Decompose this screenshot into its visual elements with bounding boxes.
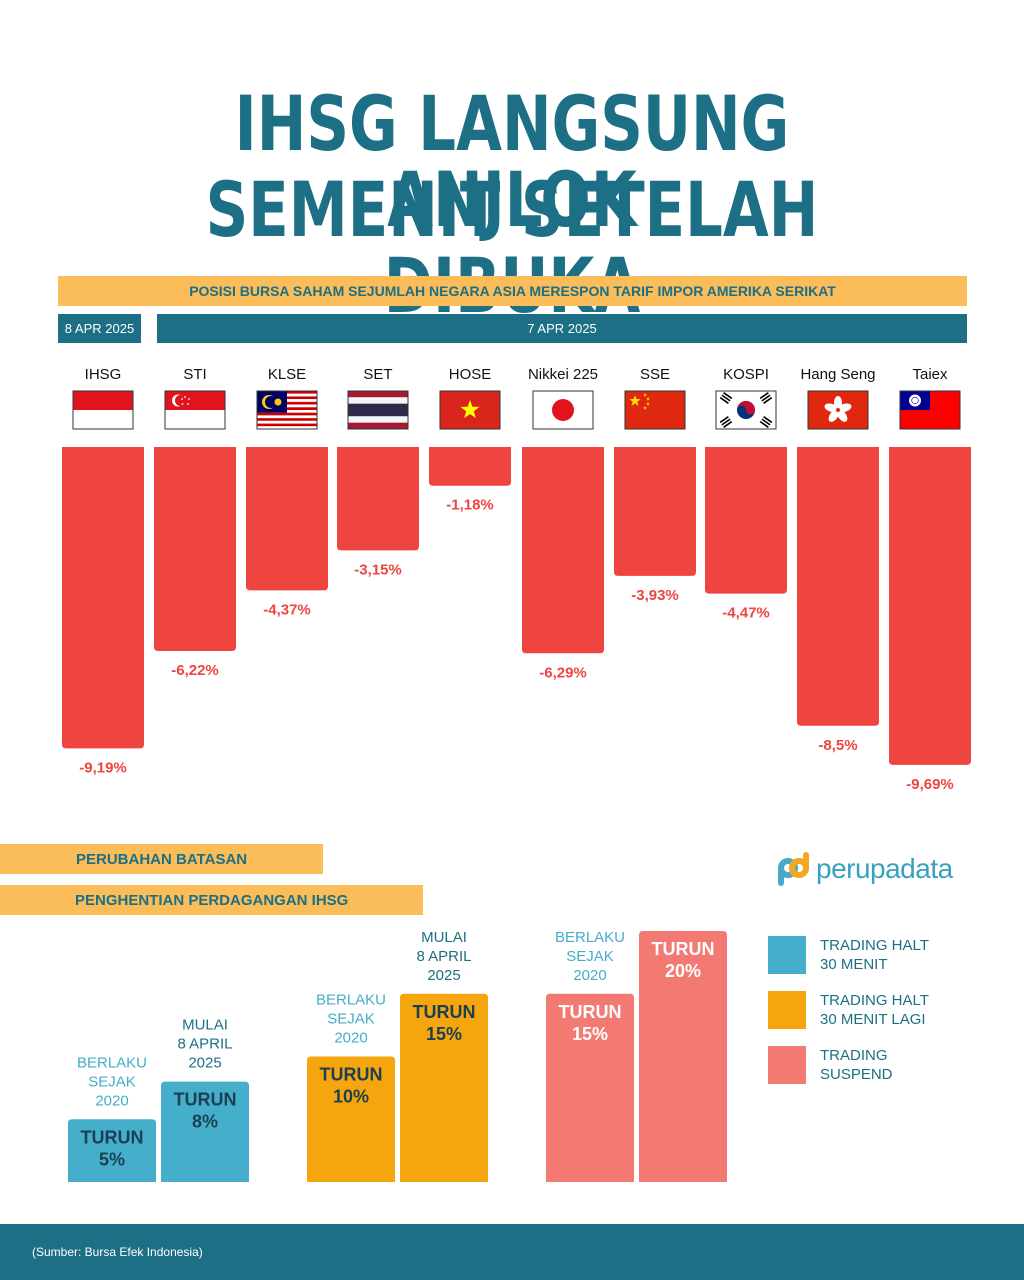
halt-bar-caption-2-2: 2020: [334, 1030, 367, 1047]
china-flag: [624, 390, 686, 430]
value-label-1: -6,22%: [171, 662, 219, 679]
halt-bar-caption-1-2: 2025: [188, 1055, 221, 1072]
category-label-6: SSE: [640, 366, 670, 383]
category-label-5: Nikkei 225: [528, 366, 598, 383]
asia-index-bar-chart: IHSG -9,19% STI -6,22% KLSE -4,37% SET -3,15% HO…: [62, 366, 971, 793]
date-label-8-apr: 8 APR 2025: [58, 314, 141, 343]
category-label-0: IHSG: [85, 366, 122, 383]
halt-bar-1-0: [307, 1056, 395, 1182]
value-label-2: -4,37%: [263, 601, 311, 618]
value-label-4: -1,18%: [446, 497, 494, 514]
chart-subtitle-bar: POSISI BURSA SAHAM SEJUMLAH NEGARA ASIA …: [58, 276, 967, 306]
halt-bar-caption-1-1: 8 APRIL: [177, 1036, 232, 1053]
halt-bar-caption-2-1: SEJAK: [327, 1011, 375, 1028]
singapore-flag: [164, 390, 226, 430]
south-korea-flag: [715, 390, 777, 430]
section-label-penghentian-perdagangan: PENGHENTIAN PERDAGANGAN IHSG: [0, 885, 423, 915]
legend-label-halt-30-again: TRADING HALT 30 MENIT LAGI: [820, 992, 929, 1028]
halt-bar-caption-5-2: 2025: [666, 920, 699, 921]
legend-swatch-suspend: [768, 1046, 806, 1084]
vietnam-flag: [439, 390, 501, 430]
halt-bar-0-1: [161, 1081, 249, 1182]
section-label-perubahan-batasan: PERUBAHAN BATASAN: [0, 844, 323, 874]
halt-bar-caption-4-1: SEJAK: [566, 948, 614, 965]
page-title-line-2: SEMENIT SETELAH DIBUKA: [205, 165, 819, 324]
date-label-7-apr: 7 APR 2025: [157, 314, 967, 343]
malaysia-flag: [256, 390, 318, 430]
halt-bar-label-5: TURUN: [652, 939, 715, 959]
legend-item-halt-30-again: TRADING HALT 30 MENIT LAGI: [768, 991, 950, 1029]
bar-3: [337, 447, 419, 551]
halt-bar-caption-4-0: BERLAKU: [555, 929, 625, 946]
perupadata-logo: perupadata: [778, 852, 953, 886]
halt-bar-value-4: 15%: [572, 1024, 608, 1044]
halt-bar-2-0: [546, 993, 634, 1182]
bar-5: [522, 447, 604, 654]
source-footer: (Sumber: Bursa Efek Indonesia): [0, 1224, 1024, 1280]
halt-bar-caption-1-0: MULAI: [182, 1017, 228, 1034]
halt-bar-value-1: 8%: [192, 1112, 218, 1132]
bar-7: [705, 447, 787, 594]
bar-2: [246, 447, 328, 591]
category-label-9: Taiex: [912, 366, 948, 383]
halt-bar-value-0: 5%: [99, 1149, 125, 1169]
value-label-6: -3,93%: [631, 587, 679, 604]
perupadata-logo-mark: [778, 852, 812, 886]
value-label-8: -8,5%: [818, 737, 857, 754]
value-label-3: -3,15%: [354, 561, 402, 578]
halt-bar-caption-0-0: BERLAKU: [77, 1054, 147, 1071]
category-label-2: KLSE: [268, 366, 306, 383]
japan-flag: [532, 390, 594, 430]
value-label-5: -6,29%: [539, 664, 587, 681]
hong-kong-flag: [807, 390, 869, 430]
category-label-3: SET: [363, 366, 392, 383]
halt-bar-label-1: TURUN: [174, 1090, 237, 1110]
value-label-7: -4,47%: [722, 605, 770, 622]
halt-bar-label-4: TURUN: [559, 1002, 622, 1022]
category-label-8: Hang Seng: [800, 366, 875, 383]
halt-bar-caption-3-0: MULAI: [421, 929, 467, 946]
taiwan-flag: [899, 390, 961, 430]
page-title-line-1: IHSG LANGSUNG ANJLOK: [234, 79, 790, 244]
halt-bar-value-5: 20%: [665, 961, 701, 981]
halt-bar-caption-0-2: 2020: [95, 1092, 128, 1109]
bar-6: [614, 447, 696, 576]
halt-bar-caption-3-1: 8 APRIL: [416, 948, 471, 965]
legend-item-halt-30: TRADING HALT 30 MENIT: [768, 936, 950, 974]
thailand-flag: [347, 390, 409, 430]
bar-8: [797, 447, 879, 726]
value-label-0: -9,19%: [79, 759, 127, 776]
halt-bar-caption-2-0: BERLAKU: [316, 992, 386, 1009]
halt-bar-0-0: [68, 1119, 156, 1182]
halt-bar-label-0: TURUN: [81, 1127, 144, 1147]
legend-swatch-halt-30-again: [768, 991, 806, 1029]
value-label-9: -9,69%: [906, 776, 954, 793]
halt-bar-caption-0-1: SEJAK: [88, 1073, 136, 1090]
category-label-7: KOSPI: [723, 366, 769, 383]
category-label-1: STI: [183, 366, 206, 383]
halt-bar-value-3: 15%: [426, 1024, 462, 1044]
legend-label-halt-30: TRADING HALT 30 MENIT: [820, 937, 929, 973]
bar-9: [889, 447, 971, 765]
halt-bar-2-1: [639, 931, 727, 1182]
halt-bar-value-2: 10%: [333, 1087, 369, 1107]
halt-bar-1-1: [400, 993, 488, 1182]
indonesia-flag: [72, 390, 134, 430]
halt-bar-label-3: TURUN: [413, 1002, 476, 1022]
bar-4: [429, 447, 511, 486]
legend-label-suspend: TRADING SUSPEND: [820, 1047, 893, 1083]
legend-swatch-halt-30: [768, 936, 806, 974]
halt-bar-caption-3-2: 2025: [427, 967, 460, 984]
bar-1: [154, 447, 236, 652]
legend-item-suspend: TRADING SUSPEND: [768, 1046, 950, 1084]
category-label-4: HOSE: [449, 366, 492, 383]
perupadata-logo-text: perupadata: [816, 853, 953, 884]
halt-bar-label-2: TURUN: [320, 1065, 383, 1085]
halt-bar-caption-4-2: 2020: [573, 967, 606, 984]
bar-0: [62, 447, 144, 749]
